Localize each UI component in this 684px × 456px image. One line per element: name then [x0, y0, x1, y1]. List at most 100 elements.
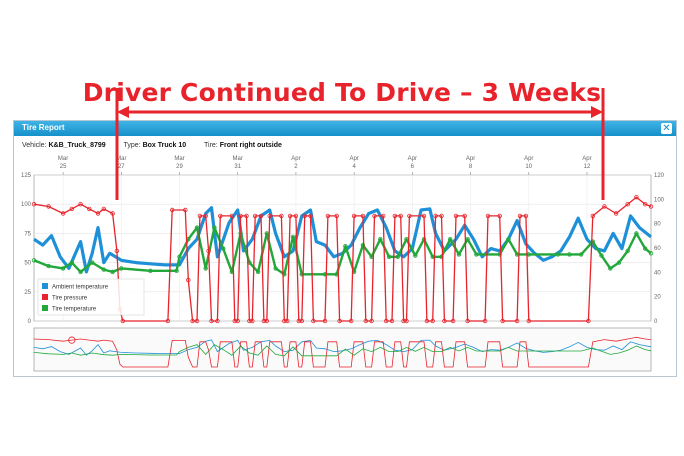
x-tick-day: 4 [352, 164, 356, 170]
y-left-tick-label: 0 [28, 319, 32, 325]
x-tick-month: Apr [582, 156, 591, 162]
y-right-tick-label: 60 [654, 246, 661, 252]
data-point [523, 213, 529, 219]
y-right-tick-label: 40 [654, 270, 661, 276]
data-point [462, 213, 467, 219]
data-point [384, 318, 389, 324]
data-point [497, 213, 502, 219]
data-point [273, 266, 278, 271]
data-point [229, 213, 235, 219]
data-point [299, 318, 304, 324]
data-point [430, 318, 435, 324]
data-point [608, 266, 613, 271]
x-tick-month: Apr [291, 156, 300, 162]
data-point [203, 213, 208, 219]
x-tick-day: 10 [525, 164, 532, 170]
data-point [95, 211, 101, 216]
data-point [235, 318, 240, 324]
data-point [643, 246, 648, 251]
data-point [194, 318, 200, 324]
vehicle-info-bar: Vehicle: K&B_Truck_8799 Type: Box Truck … [22, 142, 298, 149]
data-point [31, 201, 37, 207]
vehicle-label: Vehicle: [22, 142, 47, 149]
data-point [285, 318, 290, 324]
data-point [599, 253, 604, 258]
data-point [613, 211, 619, 216]
data-point [169, 207, 175, 213]
data-point [439, 254, 444, 259]
data-point [258, 213, 264, 219]
data-point [526, 318, 531, 324]
data-point [337, 318, 342, 324]
legend-swatch [42, 305, 48, 311]
data-point [114, 248, 120, 254]
data-point [448, 236, 453, 242]
data-point [87, 206, 92, 212]
data-point [389, 318, 395, 324]
data-point [386, 254, 392, 259]
data-point [456, 252, 462, 257]
legend-label: Tire temperature [52, 307, 97, 313]
data-point [555, 252, 561, 257]
data-point [360, 242, 366, 248]
series-line [33, 196, 652, 322]
data-point [282, 318, 287, 324]
data-point [616, 260, 622, 265]
data-point [506, 236, 511, 242]
data-point [290, 234, 296, 240]
x-tick-day: 27 [118, 164, 125, 170]
x-tick-month: Mar [233, 156, 243, 162]
chart-legend: Ambient temperature Tire pressure Tire tem… [37, 278, 145, 316]
data-point [404, 318, 409, 324]
close-icon[interactable]: ✕ [661, 123, 672, 134]
data-point [302, 213, 307, 219]
data-point [46, 263, 51, 269]
x-tick-day: 25 [60, 164, 67, 170]
data-point [648, 251, 654, 256]
data-point [334, 213, 339, 219]
y-left-tick-label: 100 [21, 202, 32, 208]
data-point [209, 318, 214, 324]
data-point [381, 213, 386, 219]
data-point [586, 318, 591, 324]
data-point [101, 206, 106, 212]
y-left-tick-label: 25 [24, 290, 31, 296]
data-point [500, 318, 505, 324]
type-value: Box Truck 10 [142, 142, 187, 149]
tire-label: Tire: [204, 142, 218, 149]
x-tick-month: Apr [408, 156, 417, 162]
data-point [255, 269, 261, 275]
data-point [369, 318, 374, 324]
data-point [424, 318, 430, 324]
tire-report-window: Tire Report ✕ Vehicle: K&B_Truck_8799 Ty… [13, 120, 677, 377]
data-point [442, 318, 447, 324]
data-point [89, 260, 95, 265]
data-point [119, 266, 124, 271]
data-point [401, 318, 406, 324]
data-point [220, 246, 226, 251]
data-point [238, 213, 243, 219]
data-point [218, 213, 223, 219]
data-point [165, 318, 171, 324]
y-left-tick-label: 125 [21, 173, 32, 179]
data-point [279, 213, 284, 219]
data-point [264, 318, 269, 324]
window-titlebar[interactable]: Tire Report ✕ [14, 121, 676, 136]
data-point [453, 213, 459, 219]
data-point [325, 213, 331, 219]
data-point [212, 225, 217, 230]
legend-swatch [42, 294, 48, 300]
data-point [579, 252, 584, 257]
data-point [433, 213, 438, 219]
data-point [514, 318, 520, 324]
x-tick-day: 8 [469, 164, 473, 170]
data-point [244, 213, 249, 219]
data-point [450, 318, 456, 324]
y-right-tick-label: 100 [654, 197, 665, 203]
data-point [311, 318, 316, 324]
data-point [602, 204, 607, 209]
data-point [110, 269, 115, 275]
legend-label: Ambient temperature [52, 285, 109, 291]
data-point [60, 211, 66, 216]
data-point [474, 252, 479, 257]
